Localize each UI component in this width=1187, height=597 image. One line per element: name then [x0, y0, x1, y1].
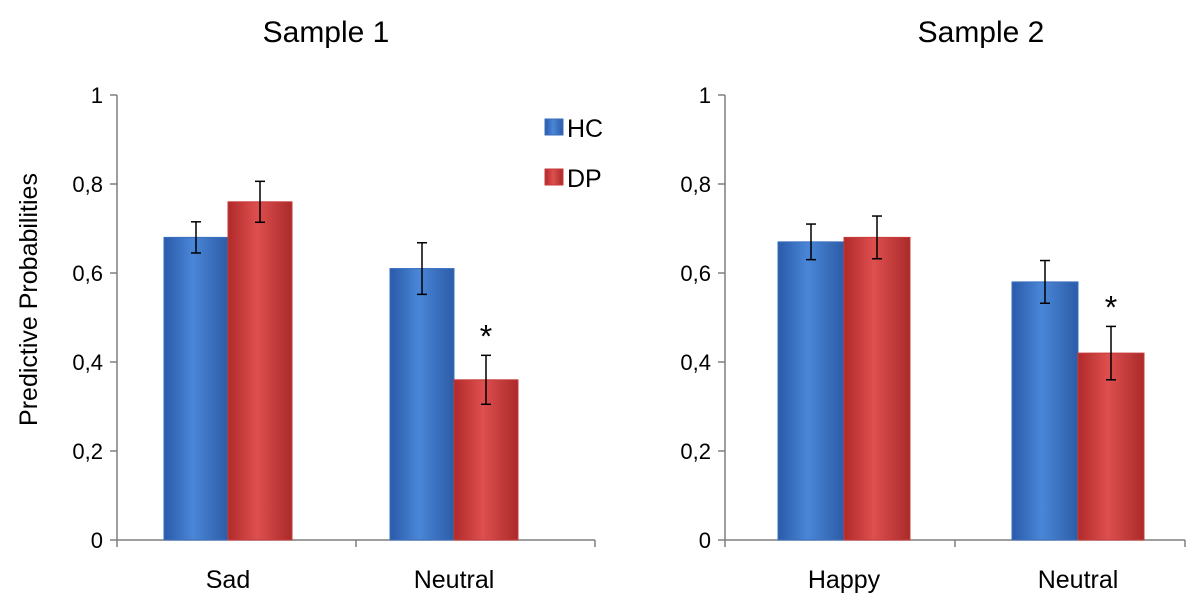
- chart-panel-1: Sample 1 Predictive Probabilities 0 0,2 0,4 0…: [15, 16, 603, 594]
- bar-hc-happy: [777, 241, 845, 541]
- y-tick-label: 0,8: [72, 172, 103, 197]
- chart-panel-2: Sample 2 0 0,2 0,4 0,6 0,8 1 Happy Neutral *: [680, 16, 1186, 594]
- y-tick-label: 0: [699, 528, 711, 553]
- y-tick-label: 0,4: [72, 350, 103, 375]
- legend-swatch-hc: [544, 118, 564, 136]
- bar-dp-sad: [227, 201, 293, 541]
- x-tick-label: Neutral: [414, 566, 495, 594]
- bar-hc-sad: [163, 236, 229, 541]
- y-tick-label: 0,8: [680, 172, 711, 197]
- x-tick-label: Sad: [206, 566, 250, 594]
- bar-dp-happy: [843, 236, 911, 541]
- y-tick-label: 0,6: [680, 261, 711, 286]
- significance-marker: *: [480, 318, 492, 354]
- bar-hc-neutral: [1011, 281, 1079, 541]
- y-tick-label: 0,4: [680, 350, 711, 375]
- x-tick-label: Neutral: [1038, 566, 1119, 594]
- legend-label-dp: DP: [567, 165, 602, 193]
- legend-swatch-dp: [544, 168, 564, 186]
- chart-title: Sample 1: [263, 16, 390, 49]
- bar-dp-neutral: [1077, 352, 1145, 541]
- y-tick-label: 0,2: [72, 439, 103, 464]
- y-tick-label: 0,6: [72, 261, 103, 286]
- y-tick-label: 1: [91, 83, 103, 108]
- y-tick-label: 0: [91, 528, 103, 553]
- bar-hc-neutral: [389, 268, 455, 541]
- chart-title: Sample 2: [918, 16, 1045, 49]
- y-axis-label: Predictive Probabilities: [15, 173, 43, 426]
- x-tick-label: Happy: [808, 566, 881, 594]
- y-tick-label: 0,2: [680, 439, 711, 464]
- legend-label-hc: HC: [567, 115, 603, 143]
- y-tick-label: 1: [699, 83, 711, 108]
- significance-marker: *: [1105, 289, 1117, 325]
- bar-dp-neutral: [453, 379, 519, 541]
